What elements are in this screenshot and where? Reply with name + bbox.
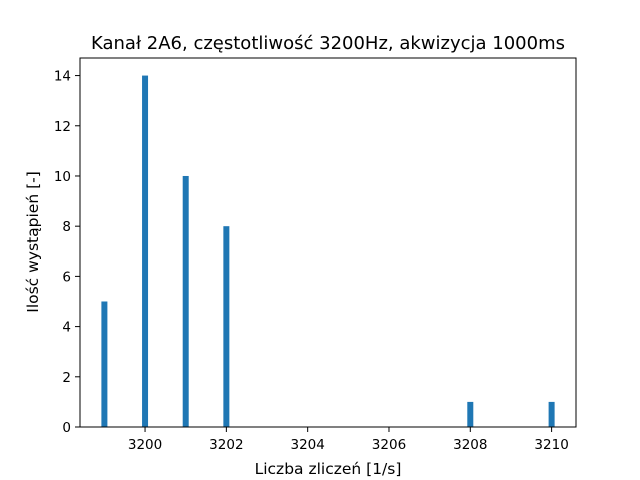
bar-3208 bbox=[467, 401, 474, 427]
bar-3202 bbox=[223, 226, 230, 427]
y-tick-label: 12 bbox=[54, 119, 71, 135]
x-tick-label: 3202 bbox=[209, 437, 243, 453]
bar-3201 bbox=[182, 175, 189, 427]
y-tick-label: 6 bbox=[62, 269, 71, 285]
plot-frame bbox=[79, 57, 577, 428]
chart-title: Kanał 2A6, częstotliwość 3200Hz, akwizyc… bbox=[91, 33, 565, 54]
x-axis: 3200 3202 3204 3206 3208 3210 bbox=[128, 427, 569, 453]
x-tick-label: 3204 bbox=[290, 437, 324, 453]
bars-group bbox=[101, 75, 555, 428]
y-tick-label: 0 bbox=[62, 420, 71, 436]
y-axis: 0 2 4 6 8 10 12 14 bbox=[54, 69, 80, 436]
x-axis-label: Liczba zliczeń [1/s] bbox=[255, 460, 402, 478]
bar-3210 bbox=[548, 401, 555, 427]
y-tick-label: 2 bbox=[62, 370, 71, 386]
y-tick-label: 8 bbox=[62, 219, 71, 235]
x-tick-label: 3208 bbox=[453, 437, 487, 453]
bar-3199 bbox=[101, 301, 108, 427]
y-tick-label: 4 bbox=[62, 320, 71, 336]
bar-3200 bbox=[142, 75, 149, 428]
x-tick-label: 3206 bbox=[372, 437, 406, 453]
y-axis-label: Ilość wystąpień [-] bbox=[24, 171, 42, 313]
y-tick-label: 10 bbox=[54, 169, 71, 185]
x-tick-label: 3200 bbox=[128, 437, 162, 453]
y-tick-label: 14 bbox=[54, 69, 71, 85]
x-tick-label: 3210 bbox=[534, 437, 568, 453]
